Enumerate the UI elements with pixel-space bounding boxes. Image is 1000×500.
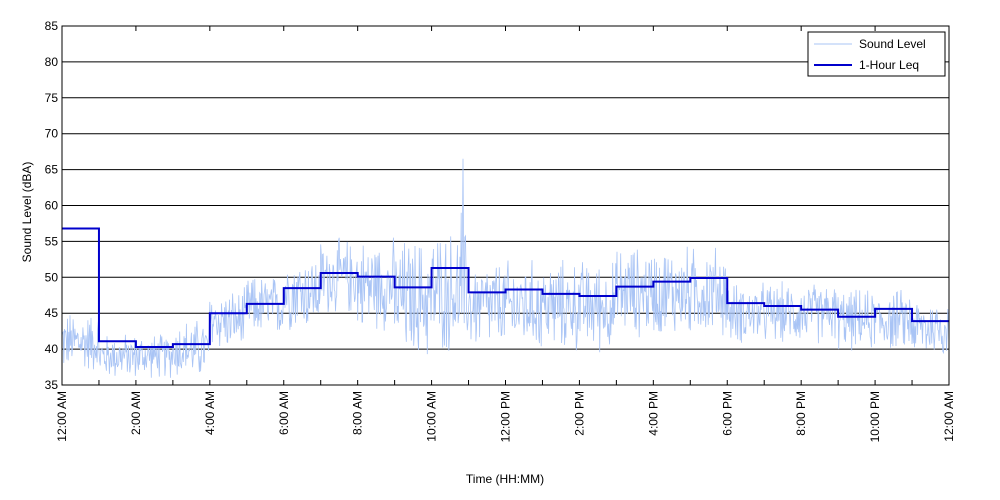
y-axis-title: Sound Level (dBA) [20, 162, 34, 263]
x-tick-label: 2:00 PM [572, 391, 586, 436]
legend-label-leq: 1-Hour Leq [859, 58, 919, 72]
x-tick-label: 4:00 PM [646, 391, 660, 436]
legend-box [807, 31, 946, 77]
x-tick-label: 6:00 AM [277, 391, 291, 435]
y-tick-label: 45 [45, 306, 59, 320]
y-tick-label: 50 [45, 270, 59, 284]
legend-label-sound-level: Sound Level [859, 37, 926, 51]
x-tick-label: 6:00 PM [720, 391, 734, 436]
y-tick-label: 65 [45, 163, 59, 177]
y-tick-label: 70 [45, 127, 59, 141]
x-tick-label: 4:00 AM [203, 391, 217, 435]
x-axis-title: Time (HH:MM) [466, 472, 544, 486]
legend: Sound Level 1-Hour Leq [807, 31, 946, 77]
x-tick-label: 12:00 AM [55, 391, 69, 442]
y-tick-label: 35 [45, 378, 59, 392]
grid-lines [62, 61, 949, 350]
x-tick-label: 12:00 AM [942, 391, 956, 442]
y-tick-label: 40 [45, 342, 59, 356]
y-tick-labels: 35 40 45 50 55 60 65 70 75 80 85 [45, 19, 59, 392]
axis-ticks [61, 26, 950, 385]
x-tick-label: 10:00 PM [868, 391, 882, 442]
leq-step-line [62, 227, 949, 348]
sound-level-line [61, 158, 950, 378]
sound-level-series [61, 158, 950, 378]
y-tick-label: 55 [45, 234, 59, 248]
x-tick-labels: 12:00 AM 2:00 AM 4:00 AM 6:00 AM 8:00 AM 10:0… [55, 391, 956, 442]
x-tick-label: 8:00 AM [351, 391, 365, 435]
y-tick-label: 60 [45, 199, 59, 213]
y-tick-label: 80 [45, 55, 59, 69]
x-tick-label: 10:00 AM [425, 391, 439, 442]
x-tick-label: 2:00 AM [129, 391, 143, 435]
x-tick-label: 8:00 PM [794, 391, 808, 436]
leq-series [62, 227, 949, 348]
y-tick-label: 85 [45, 19, 59, 33]
y-tick-label: 75 [45, 91, 59, 105]
x-tick-label: 12:00 PM [499, 391, 513, 442]
